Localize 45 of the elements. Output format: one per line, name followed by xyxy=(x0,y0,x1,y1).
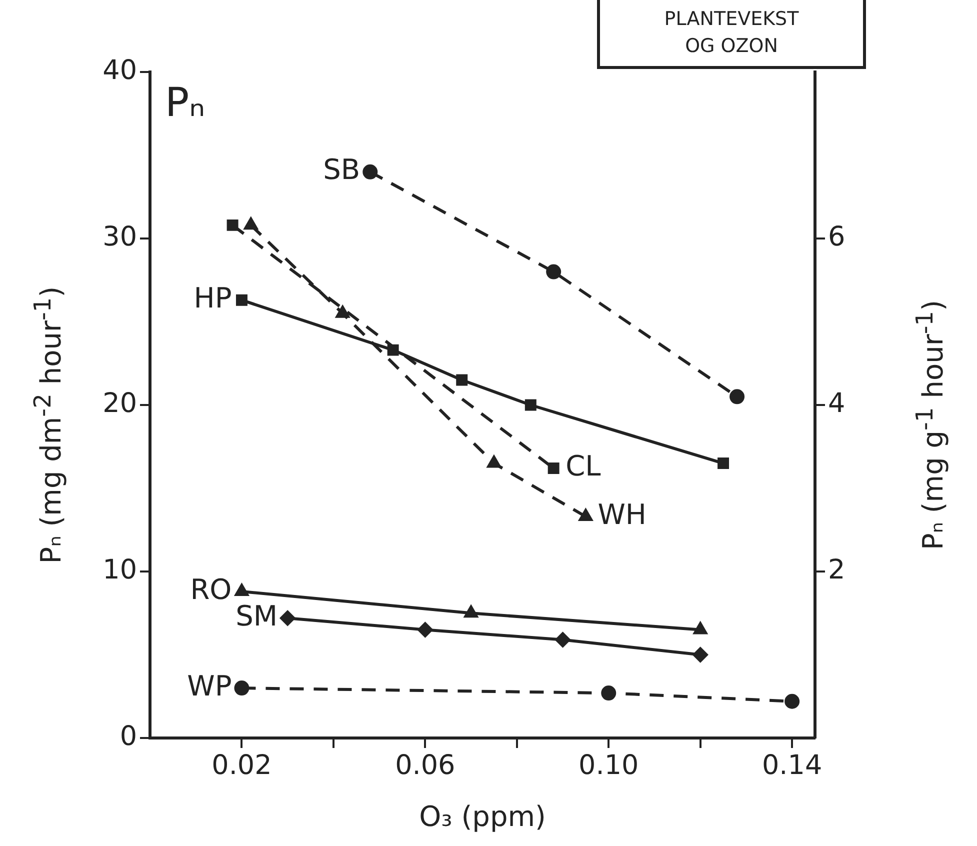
x-tick-label: 0.06 xyxy=(395,750,456,782)
series-label: WP xyxy=(187,669,232,702)
y-tick-label: 30 xyxy=(102,222,137,253)
point xyxy=(487,456,501,468)
point xyxy=(578,509,592,522)
y-tick-label: 0 xyxy=(120,721,137,752)
point xyxy=(601,686,616,701)
point xyxy=(784,694,800,709)
point xyxy=(718,458,730,470)
y-tick-label: 20 xyxy=(102,388,137,420)
series-label: WH xyxy=(598,498,646,531)
series-label: RO xyxy=(190,572,232,606)
point xyxy=(234,680,250,696)
point xyxy=(235,584,248,596)
annotation: Pₙ xyxy=(165,80,206,126)
point xyxy=(692,647,708,662)
point xyxy=(456,374,468,386)
series-label: CL xyxy=(566,450,602,483)
point xyxy=(336,306,350,318)
x-tick-label: 0.14 xyxy=(762,750,822,782)
series-label: HP xyxy=(194,281,232,314)
point xyxy=(236,294,248,306)
point xyxy=(226,219,238,231)
x-tick-label: 0.10 xyxy=(578,750,639,782)
series-label: SB xyxy=(323,153,360,186)
point xyxy=(362,164,378,180)
point xyxy=(694,622,708,634)
y-tick-label: 10 xyxy=(102,554,137,586)
x-axis-title: O₃ (ppm) xyxy=(419,800,546,833)
text-frame: PLANTEVEKST OG OZON xyxy=(597,0,866,69)
series-label: SM xyxy=(236,599,278,632)
y-tick-label: 40 xyxy=(102,55,137,86)
point xyxy=(546,264,562,280)
y2-tick-label: 6 xyxy=(828,222,846,253)
x-tick-label: 0.02 xyxy=(212,750,272,782)
point xyxy=(524,399,536,411)
y2-tick-label: 4 xyxy=(828,388,846,420)
point xyxy=(548,462,560,474)
point xyxy=(730,389,745,404)
y2-tick-label: 2 xyxy=(828,554,846,586)
point xyxy=(280,610,296,626)
point xyxy=(418,622,433,638)
point xyxy=(464,606,478,618)
point xyxy=(244,218,258,230)
point xyxy=(555,632,570,648)
